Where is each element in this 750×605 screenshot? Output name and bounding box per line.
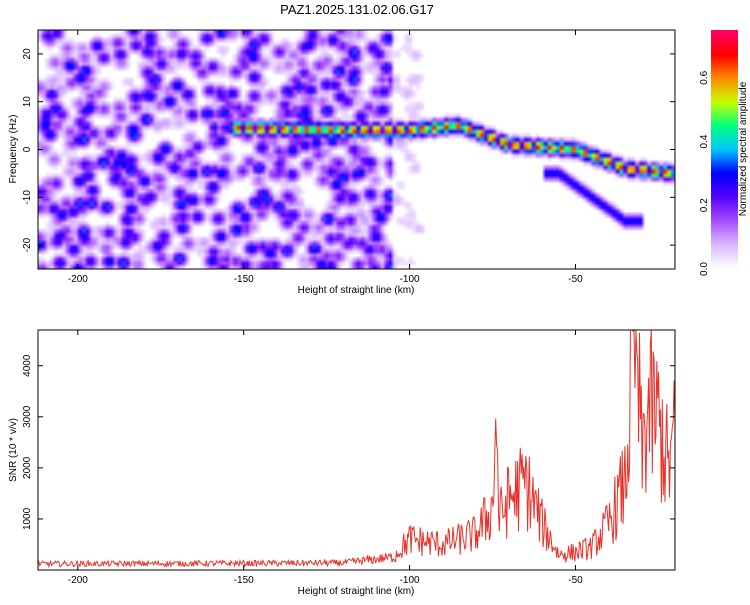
spectrogram-y-tick-label: 20 <box>22 48 33 60</box>
spectrogram-image <box>38 30 675 269</box>
spectrogram-x-tick-label: -200 <box>68 274 88 285</box>
spectrogram-y-tick-label: -20 <box>22 237 33 252</box>
colorbar-tick-label: 0.6 <box>699 70 710 84</box>
snr-x-tick-label: -100 <box>400 575 420 586</box>
snr-y-tick-label: 4000 <box>22 354 33 377</box>
spectrogram-x-tick-label: -50 <box>568 274 583 285</box>
snr-y-tick-label: 2000 <box>22 456 33 479</box>
spectrogram-y-ticks: -20 -10 0 10 20 <box>22 48 675 252</box>
colorbar-gradient <box>711 30 738 269</box>
snr-y-tick-label: 1000 <box>22 507 33 530</box>
snr-y-tick-label: 3000 <box>22 405 33 428</box>
spectrogram-y-tick-label: 0 <box>22 146 33 152</box>
snr-y-ticks: 1000 2000 3000 4000 <box>22 354 675 530</box>
spectrogram-y-label: Frequency (Hz) <box>8 115 19 184</box>
colorbar-ticks: 0.0 0.2 0.4 0.6 <box>699 70 710 276</box>
snr-plot-area <box>38 330 675 570</box>
colorbar: 0.0 0.2 0.4 0.6 Normalized spectral amplitu… <box>699 30 749 276</box>
snr-series-line <box>37 328 676 569</box>
snr-x-tick-label: -150 <box>234 575 254 586</box>
colorbar-tick-label: 0.0 <box>699 262 710 276</box>
snr-x-tick-label: -200 <box>68 575 88 586</box>
snr-panel: -200 -150 -100 -50 1000 2000 3000 4000 Height … <box>8 328 676 597</box>
snr-y-label: SNR (10 * v/v) <box>8 418 19 482</box>
spectrogram-x-tick-label: -150 <box>234 274 254 285</box>
spectrogram-x-tick-label: -100 <box>400 274 420 285</box>
snr-x-tick-label: -50 <box>568 575 583 586</box>
colorbar-tick-label: 0.2 <box>699 198 710 212</box>
spectrogram-x-label: Height of straight line (km) <box>298 285 415 296</box>
colorbar-label: Normalized spectral amplitude <box>738 81 749 216</box>
spectrogram-y-tick-label: 10 <box>22 96 33 108</box>
spectrogram-y-tick-label: -10 <box>22 190 33 205</box>
snr-frame <box>37 329 676 571</box>
snr-x-label: Height of straight line (km) <box>298 586 415 597</box>
snr-x-ticks: -200 -150 -100 -50 <box>68 330 583 586</box>
spectrogram-x-ticks: -200 -150 -100 -50 <box>68 30 583 285</box>
colorbar-tick-label: 0.4 <box>699 134 710 148</box>
figure-title: PAZ1.2025.131.02.06.G17 <box>280 2 434 17</box>
